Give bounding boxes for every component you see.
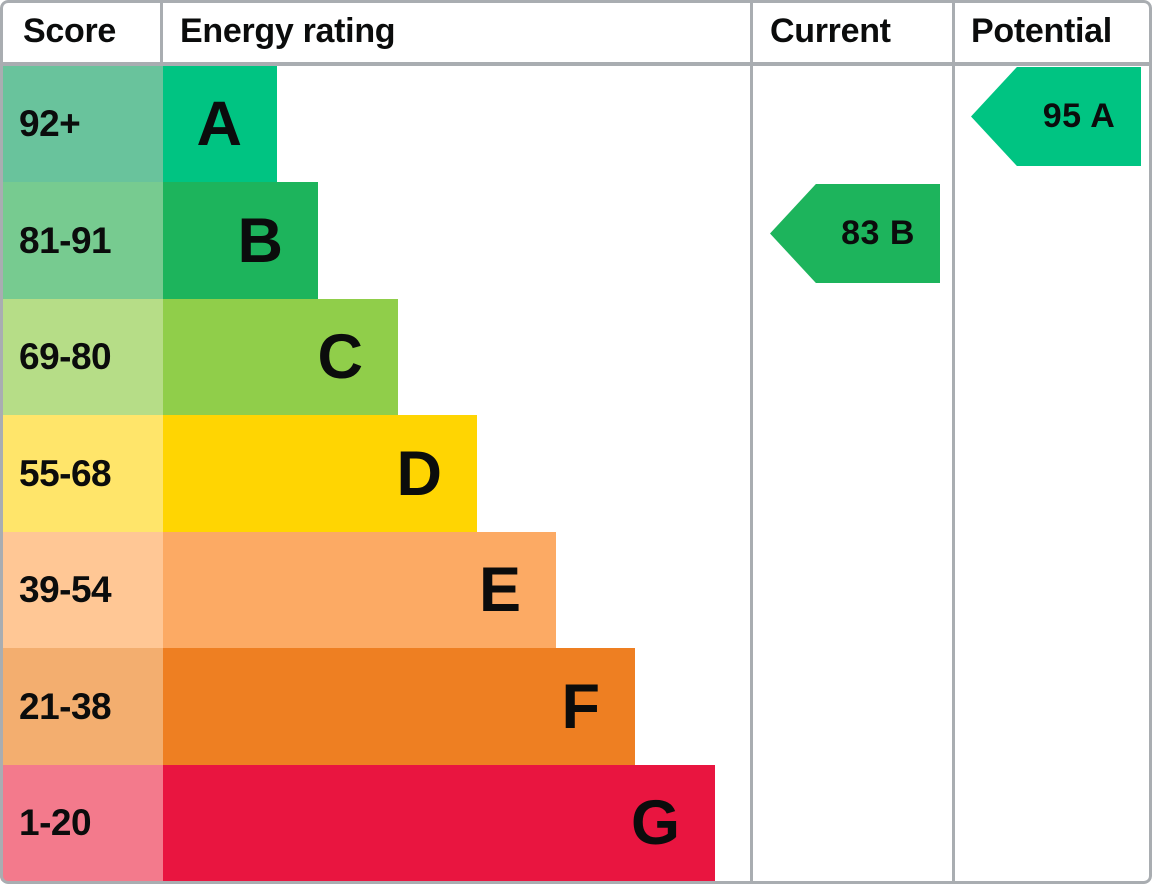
- rating-bar-g: G: [163, 765, 715, 881]
- band-row-c: 69-80 C: [0, 299, 750, 415]
- score-range-d: 55-68: [0, 415, 163, 532]
- current-column-header: Current: [770, 11, 891, 50]
- rating-bar-d: D: [163, 415, 477, 532]
- potential-column-header: Potential: [971, 11, 1112, 50]
- rating-bar-f: F: [163, 648, 635, 765]
- rating-bar-c: C: [163, 299, 398, 415]
- rating-bar-b: B: [163, 182, 318, 299]
- band-row-d: 55-68 D: [0, 415, 750, 532]
- score-column-divider: [160, 0, 163, 62]
- score-column-header: Score: [23, 11, 116, 50]
- band-row-g: 1-20 G: [0, 765, 750, 881]
- header-divider: [0, 62, 1152, 66]
- current-column-divider: [750, 0, 753, 884]
- band-row-f: 21-38 F: [0, 648, 750, 765]
- rating-bar-a: A: [163, 66, 277, 182]
- score-range-a: 92+: [0, 66, 163, 182]
- band-row-b: 81-91 B: [0, 182, 750, 299]
- score-range-c: 69-80: [0, 299, 163, 415]
- band-row-e: 39-54 E: [0, 532, 750, 648]
- energy-rating-column-header: Energy rating: [180, 11, 396, 50]
- score-range-e: 39-54: [0, 532, 163, 648]
- score-range-f: 21-38: [0, 648, 163, 765]
- band-row-a: 92+ A: [0, 66, 750, 182]
- rating-bar-e: E: [163, 532, 556, 648]
- score-range-b: 81-91: [0, 182, 163, 299]
- score-range-g: 1-20: [0, 765, 163, 881]
- potential-column-divider: [952, 0, 955, 884]
